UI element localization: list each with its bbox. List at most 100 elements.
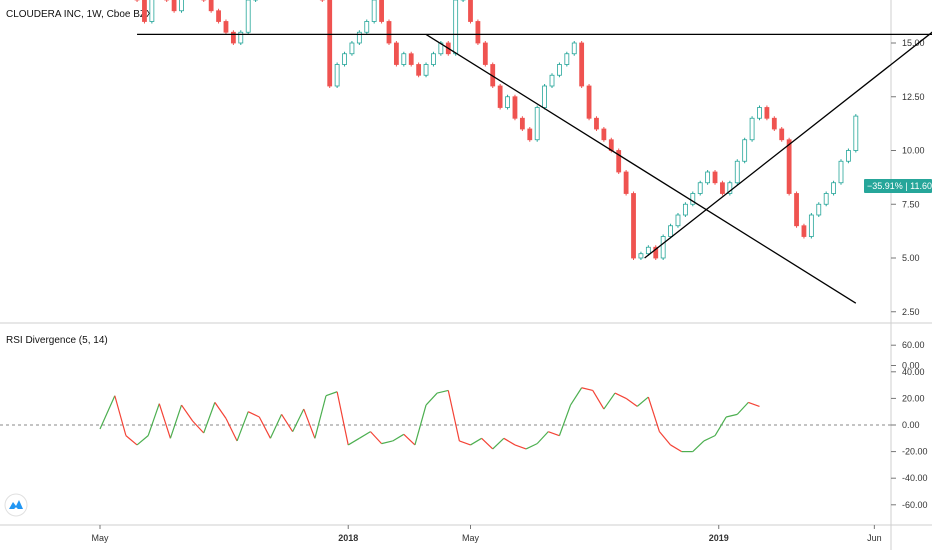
rsi-segment — [481, 437, 494, 450]
candle-body — [653, 246, 659, 259]
candle-body — [356, 31, 362, 44]
rsi-segment — [603, 392, 616, 410]
candle-body — [497, 85, 503, 108]
candle-body — [682, 203, 688, 216]
candle-body — [712, 171, 718, 184]
descending-line — [425, 33, 857, 304]
ascending-line — [644, 31, 932, 259]
candle-body — [334, 64, 340, 87]
rsi-segment — [214, 402, 227, 419]
time-axis[interactable]: May2018May2019Jun2020Jun2021Jun2022Jun — [91, 525, 932, 543]
candle-body — [623, 171, 629, 194]
candle-body — [349, 42, 355, 55]
rsi-segment — [647, 396, 661, 432]
rsi-segment — [114, 395, 127, 436]
rsi-segment — [169, 404, 183, 439]
rsi-segment — [325, 391, 338, 397]
rsi-segment — [525, 443, 538, 450]
rsi-segment — [125, 435, 138, 446]
candle-body — [853, 115, 859, 151]
candle-body — [534, 107, 540, 141]
candle-body — [801, 225, 807, 237]
rsi-segment — [658, 431, 672, 446]
rsi-segment — [514, 444, 527, 450]
rsi-segment — [670, 444, 682, 453]
rsi-segment — [492, 437, 505, 450]
rsi-segment — [147, 403, 160, 436]
candle-body — [727, 182, 733, 194]
price-axis[interactable]: 27.5025.0022.5020.0017.5015.0012.5010.00… — [891, 0, 925, 371]
candle-body — [794, 193, 799, 227]
rsi-segment — [536, 431, 549, 445]
candle-body — [571, 42, 577, 55]
time-tick-label: May — [91, 533, 109, 543]
rsi-segment — [703, 435, 716, 442]
rsi-segment — [503, 437, 516, 446]
candle-body — [505, 96, 510, 108]
rsi-segment — [370, 431, 383, 445]
rsi-tick-label: -20.00 — [902, 447, 928, 457]
rsi-segment — [748, 401, 760, 407]
candle-body — [557, 64, 562, 76]
trend-lines[interactable] — [137, 0, 932, 304]
time-tick-label: May — [462, 533, 480, 543]
candle-body — [468, 0, 473, 22]
rsi-axis[interactable]: 60.00 40.00 20.00 0.00 -20.00 -40.00 -60.00 — [0, 340, 928, 510]
candle-body — [594, 117, 599, 130]
candle-body — [616, 150, 622, 173]
candle-body — [482, 42, 488, 65]
rsi-segment — [181, 404, 194, 422]
candle-body — [149, 0, 155, 22]
candle-body — [846, 150, 851, 162]
candle-body — [208, 0, 214, 12]
rsi-segment — [736, 401, 749, 415]
candle-body — [416, 64, 422, 76]
rsi-segment — [314, 395, 327, 439]
rsi-segment — [692, 440, 705, 453]
candle-body — [771, 117, 777, 130]
candle-body — [171, 0, 177, 12]
rsi-segment — [236, 411, 249, 442]
candle-body — [216, 10, 221, 22]
rsi-segment — [592, 390, 605, 410]
rsi-series — [99, 387, 760, 453]
rsi-segment — [292, 408, 305, 432]
price-tick-label: 15.00 — [902, 38, 925, 48]
candle-body — [638, 253, 644, 259]
candle-body — [512, 96, 518, 119]
candle-body — [423, 64, 429, 76]
rsi-tick-label: 20.00 — [902, 393, 925, 403]
rsi-segment — [347, 437, 360, 446]
last-price-badge-bg — [864, 179, 932, 193]
rsi-segment — [225, 418, 238, 442]
candle-body — [564, 53, 570, 65]
rsi-pane-title: RSI Divergence (5, 14) — [6, 335, 108, 346]
rsi-tick-label: -60.00 — [902, 500, 928, 510]
candle-body — [223, 21, 229, 33]
candle-body — [408, 53, 414, 65]
rsi-segment — [381, 440, 393, 445]
rsi-tick-label: 60.00 — [902, 340, 925, 350]
candle-body — [549, 74, 555, 87]
candle-body — [230, 31, 236, 44]
rsi-segment — [614, 392, 627, 399]
candle-body — [690, 193, 696, 205]
candle-body — [764, 107, 770, 119]
price-tick-label: 7.50 — [902, 199, 920, 209]
price-tick-label: 2.50 — [902, 307, 920, 317]
candle-body — [838, 160, 844, 184]
time-tick-label: 2019 — [709, 533, 729, 543]
last-price-badge: −35.91% | 11.60 — [864, 179, 932, 193]
rsi-segment — [726, 413, 738, 418]
candle-body — [327, 0, 333, 87]
tradingview-logo-icon[interactable] — [4, 493, 28, 517]
candle-body — [757, 107, 762, 119]
rsi-segment — [625, 397, 638, 407]
rsi-tick-label: 0.00 — [902, 420, 920, 430]
rsi-segment — [581, 387, 593, 392]
candle-body — [779, 128, 785, 141]
rsi-segment — [203, 402, 216, 434]
candle-body — [179, 0, 184, 12]
time-tick-label: Jun — [867, 533, 882, 543]
